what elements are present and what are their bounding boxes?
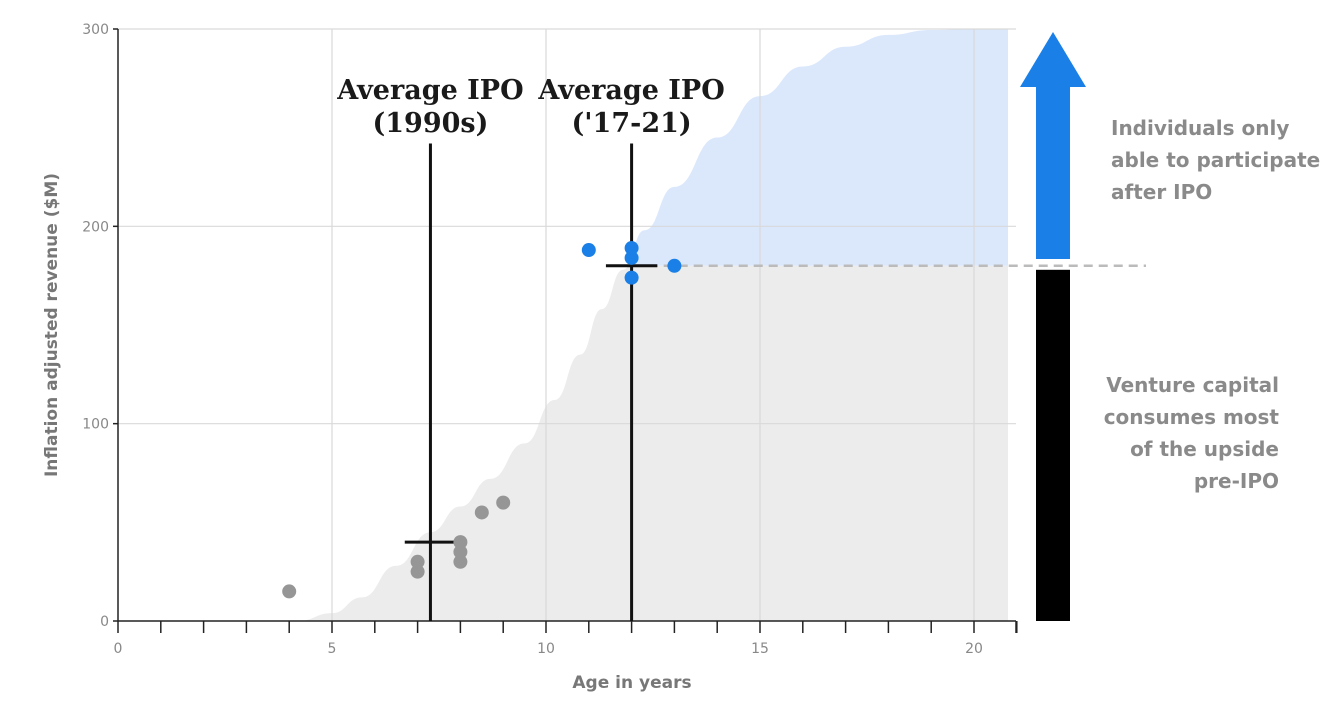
y-axis-title: Inflation adjusted revenue ($M) bbox=[42, 173, 62, 477]
ipo-label-1: Average IPO bbox=[336, 75, 523, 106]
point-1990s bbox=[282, 584, 297, 599]
ipo-label-2: Average IPO bbox=[537, 75, 724, 106]
point-1990s bbox=[410, 564, 425, 579]
x-tick-label: 5 bbox=[328, 641, 337, 657]
shaded-areas bbox=[297, 28, 1008, 621]
ipo-label-2: ('17-21) bbox=[572, 108, 692, 139]
x-tick-label: 15 bbox=[751, 641, 769, 657]
point-1990s bbox=[496, 495, 511, 510]
data-points bbox=[282, 241, 682, 599]
vc-upside-note: consumes most bbox=[1104, 405, 1280, 429]
after-ipo-note: Individuals only bbox=[1111, 116, 1289, 140]
x-axis-title: Age in years bbox=[572, 673, 691, 693]
public-arrow-head bbox=[1020, 32, 1086, 87]
point-1990s bbox=[474, 505, 489, 520]
public-share-area bbox=[628, 28, 1008, 266]
point-1990s bbox=[453, 554, 468, 569]
vc-upside-note: of the upside bbox=[1130, 437, 1279, 461]
point-1990s bbox=[453, 544, 468, 559]
point-1990s bbox=[410, 554, 425, 569]
x-tick-label: 20 bbox=[965, 641, 983, 657]
x-tick-label: 10 bbox=[537, 641, 555, 657]
side-annotation: Individuals only able to participate after… bbox=[1020, 32, 1320, 621]
after-ipo-note: after IPO bbox=[1111, 180, 1212, 204]
after-ipo-note: able to participate bbox=[1111, 148, 1320, 172]
x-tick-label: 0 bbox=[114, 641, 123, 657]
y-tick-label: 100 bbox=[82, 417, 109, 433]
vc-upside-note: Venture capital bbox=[1106, 373, 1279, 397]
point-2017-21 bbox=[667, 258, 682, 273]
public-arrow-shaft bbox=[1036, 86, 1070, 259]
ipo-label-1: (1990s) bbox=[372, 108, 488, 139]
gridlines bbox=[118, 28, 1016, 621]
point-1990s bbox=[453, 535, 468, 550]
point-2017-21 bbox=[624, 270, 639, 285]
point-2017-21 bbox=[624, 241, 639, 256]
y-tick-label: 200 bbox=[82, 219, 109, 235]
y-tick-label: 300 bbox=[82, 22, 109, 38]
vc-upside-note: pre-IPO bbox=[1194, 469, 1279, 493]
vc-bar bbox=[1036, 269, 1070, 621]
point-2017-21 bbox=[624, 250, 639, 265]
average-ipo-markers: Average IPO(1990s)Average IPO('17-21) bbox=[336, 75, 725, 621]
vc-share-area bbox=[297, 265, 1008, 621]
point-2017-21 bbox=[581, 243, 596, 258]
y-tick-label: 0 bbox=[100, 614, 109, 630]
